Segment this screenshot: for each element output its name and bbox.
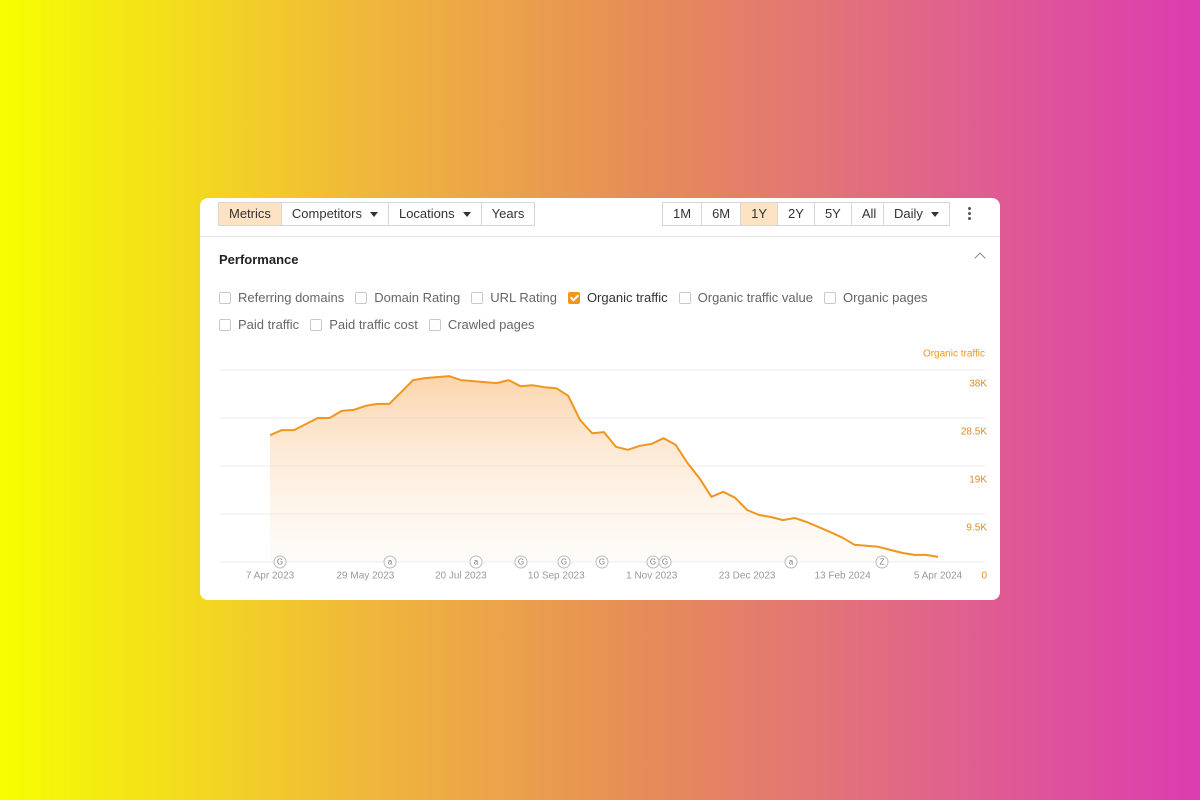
metric-checkbox[interactable]: Organic traffic [567,290,668,305]
interval-label: Daily [894,206,923,221]
section-title: Performance [219,252,299,267]
line [269,375,939,558]
checkbox-label: Organic traffic value [697,290,813,305]
caret [369,212,378,218]
annotation-marker [469,555,483,569]
y-tick-label: 9.5K [966,523,987,534]
metric-checkbox[interactable]: Organic pages [824,290,928,305]
range-button[interactable]: 6M [701,202,742,226]
axis-title: Organic traffic [923,349,985,360]
range-group: 1M 6M 1Y 2Y 5Y All [662,202,888,226]
y-tick-label: 19K [969,475,987,486]
checkbox [355,291,368,304]
metric-checkbox[interactable]: Organic traffic value [678,290,813,305]
tab-label: Years [491,206,525,221]
annotation-marker [273,555,287,569]
metric-checkbox[interactable]: Paid traffic [219,317,299,332]
checkbox [219,318,231,331]
checkbox-label: Organic traffic [586,290,668,305]
tab-label: Locations [398,206,455,221]
checkbox-label: Domain Rating [374,290,461,305]
checkbox [567,291,580,304]
checkbox-label: Paid traffic [238,317,300,332]
checkbox [471,291,484,304]
y-tick-label: 28.5K [961,427,987,438]
y-tick-label: 38K [969,379,987,390]
interval-group: Daily [883,202,950,226]
annotation-label: G [650,558,656,567]
x-tick-label: 23 Dec 2023 [719,571,776,582]
annotation-label: G [599,558,605,567]
x-tick-label: 13 Feb 2024 [814,571,871,582]
checkbox [428,318,441,331]
checkbox [824,291,836,304]
x-tick-label: 5 Apr 2024 [914,571,963,582]
annotation-label: G [662,558,668,567]
range-button[interactable]: 2Y [777,202,815,226]
tab[interactable]: Years [480,202,536,226]
annotation-marker [784,555,798,569]
x-tick-label: 7 Apr 2023 [246,571,295,582]
range-button[interactable]: 5Y [813,202,852,226]
range-button[interactable]: 1M [662,202,703,226]
checkbox [678,291,691,304]
metric-checkbox[interactable]: Paid traffic cost [310,317,418,332]
metric-checkbox[interactable]: Referring domains [219,290,344,305]
metric-row: Referring domains Domain Rating URL Rating… [219,290,928,305]
checkbox-label: Organic pages [843,290,928,305]
checkbox-label: Paid traffic cost [329,317,418,332]
separator [200,236,1000,237]
annotation-label: a [388,558,393,567]
x-tick-label: 29 May 2023 [337,571,395,582]
range-button[interactable]: 1Y [740,202,779,226]
annotation-label: G [277,558,283,567]
area [270,376,938,562]
y-tick-label: 0 [981,571,987,582]
annotation-marker [658,555,672,569]
annotation-label: a [789,558,794,567]
metric-checkbox[interactable]: Domain Rating [355,290,460,305]
interval-dropdown[interactable]: Daily [883,202,950,226]
annotation-marker [383,555,397,569]
tab-label: Competitors [291,206,362,221]
tab-label: Metrics [229,206,271,221]
x-tick-label: 10 Sep 2023 [528,571,585,582]
annotation-label: G [561,558,567,567]
metric-row: Paid traffic Paid traffic cost Crawled pag… [219,317,535,332]
annotation-marker [875,555,889,569]
checkbox-label: URL Rating [490,290,557,305]
annotation-label: a [474,558,479,567]
metric-checkbox[interactable]: URL Rating [471,290,557,305]
x-tick-label: 20 Jul 2023 [435,571,487,582]
checkbox [219,291,231,304]
annotation-label: Z [880,558,885,567]
annotation-label: G [518,558,524,567]
metric-checkbox[interactable]: Crawled pages [428,317,535,332]
caret [462,212,471,218]
tab[interactable]: Locations [387,202,482,226]
checkbox-label: Crawled pages [447,317,535,332]
x-tick-label: 1 Nov 2023 [626,571,678,582]
annotation-marker [595,555,609,569]
tab-group: Metrics Competitors Locations Years [218,202,536,226]
more-menu[interactable] [968,207,971,222]
checkbox [310,318,323,331]
annotation-marker [557,555,571,569]
tab[interactable]: Metrics [218,202,282,226]
annotation-marker [514,555,528,569]
checkbox-label: Referring domains [238,290,345,305]
